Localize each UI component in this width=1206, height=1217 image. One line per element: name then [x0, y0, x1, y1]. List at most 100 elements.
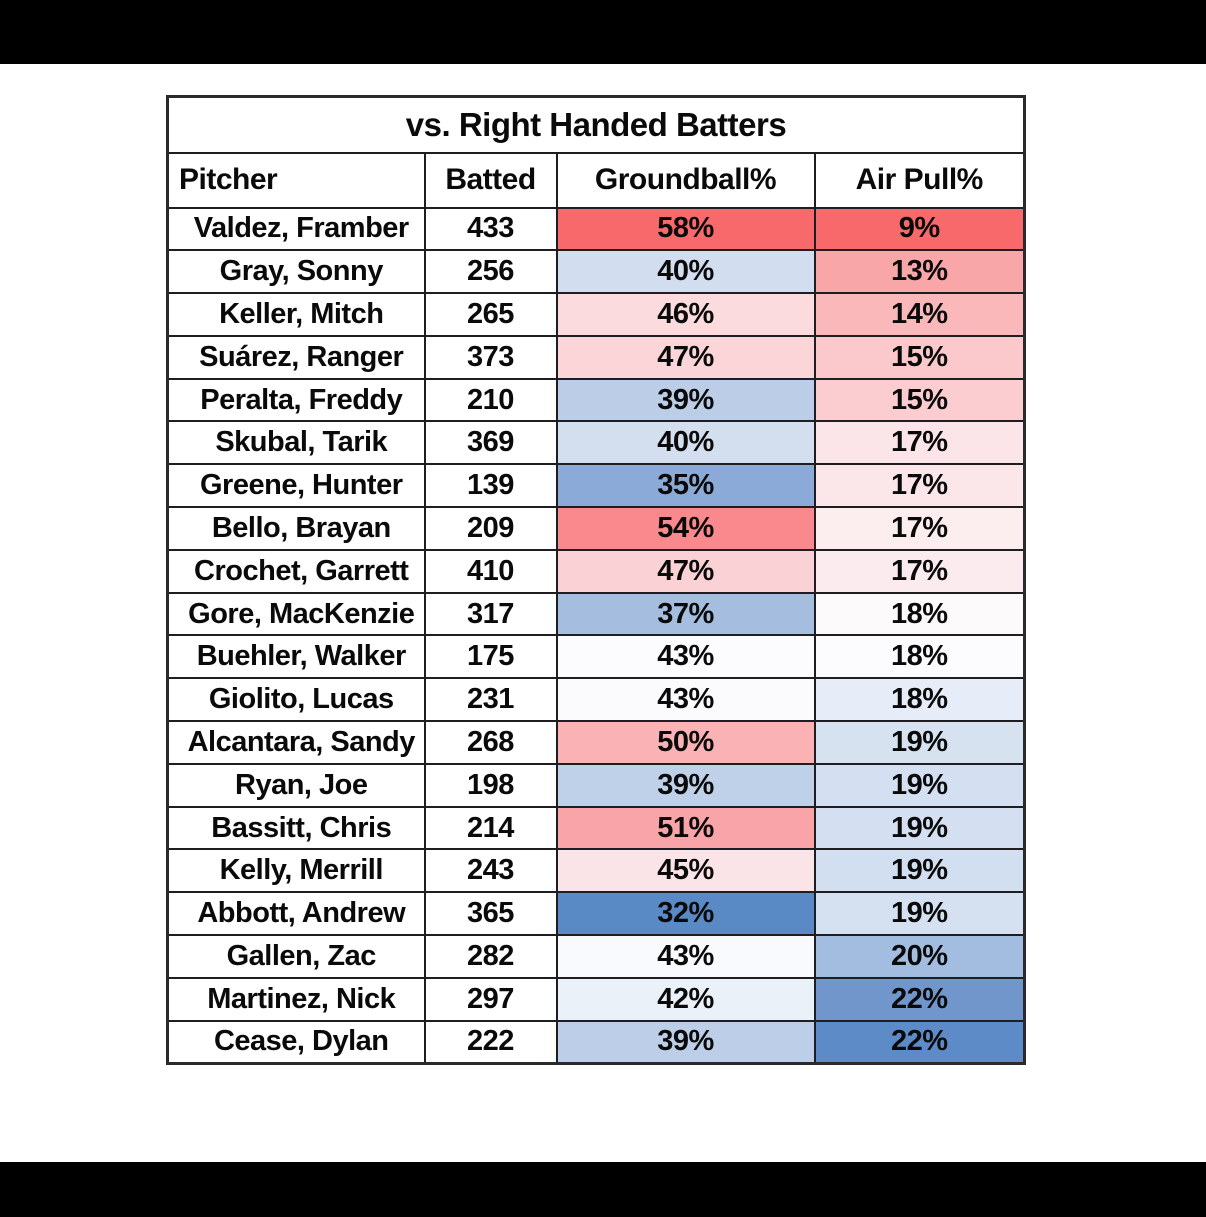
table-row: Gore, MacKenzie 317 37% 18% — [166, 591, 1026, 637]
batted-cell: 433 — [423, 206, 558, 252]
groundball-cell: 32% — [555, 891, 816, 937]
table-row: Cease, Dylan 222 39% 22% — [166, 1019, 1026, 1065]
pitcher-cell: Skubal, Tarik — [166, 420, 426, 466]
table-row: Giolito, Lucas 231 43% 18% — [166, 677, 1026, 723]
table-row: Skubal, Tarik 369 40% 17% — [166, 420, 1026, 466]
groundball-cell: 46% — [555, 292, 816, 337]
groundball-cell: 43% — [555, 934, 816, 979]
pitcher-cell: Bassitt, Chris — [166, 805, 426, 851]
pitcher-cell: Giolito, Lucas — [166, 677, 426, 723]
column-header-pitcher: Pitcher — [166, 151, 426, 209]
pitcher-cell: Alcantara, Sandy — [166, 720, 426, 765]
pitcher-cell: Valdez, Framber — [166, 206, 426, 252]
groundball-cell: 40% — [555, 249, 816, 295]
pitcher-cell: Bello, Brayan — [166, 506, 426, 551]
table-row: Bello, Brayan 209 54% 17% — [166, 506, 1026, 551]
groundball-cell: 39% — [555, 762, 816, 808]
batted-cell: 222 — [423, 1019, 558, 1065]
air-pull-cell: 22% — [813, 1019, 1026, 1065]
batted-cell: 231 — [423, 677, 558, 723]
batted-cell: 268 — [423, 720, 558, 765]
table-row: Suárez, Ranger 373 47% 15% — [166, 334, 1026, 380]
pitcher-cell: Martinez, Nick — [166, 976, 426, 1022]
air-pull-cell: 15% — [813, 377, 1026, 423]
batted-cell: 175 — [423, 634, 558, 680]
table-row: Ryan, Joe 198 39% 19% — [166, 762, 1026, 808]
pitcher-cell: Greene, Hunter — [166, 463, 426, 509]
table-row: Peralta, Freddy 210 39% 15% — [166, 377, 1026, 423]
batted-cell: 282 — [423, 934, 558, 979]
groundball-cell: 42% — [555, 976, 816, 1022]
column-header-row: Pitcher Batted Groundball% Air Pull% — [166, 151, 1026, 209]
table-row: Alcantara, Sandy 268 50% 19% — [166, 720, 1026, 765]
pitcher-cell: Cease, Dylan — [166, 1019, 426, 1065]
air-pull-cell: 13% — [813, 249, 1026, 295]
batted-cell: 410 — [423, 548, 558, 594]
column-header-groundball: Groundball% — [555, 151, 816, 209]
groundball-cell: 47% — [555, 334, 816, 380]
groundball-cell: 37% — [555, 591, 816, 637]
groundball-cell: 45% — [555, 848, 816, 894]
table-row: Greene, Hunter 139 35% 17% — [166, 463, 1026, 509]
groundball-cell: 47% — [555, 548, 816, 594]
groundball-cell: 35% — [555, 463, 816, 509]
air-pull-cell: 19% — [813, 891, 1026, 937]
table-row: Valdez, Framber 433 58% 9% — [166, 206, 1026, 252]
table-row: Buehler, Walker 175 43% 18% — [166, 634, 1026, 680]
air-pull-cell: 19% — [813, 805, 1026, 851]
groundball-cell: 39% — [555, 1019, 816, 1065]
table-row: Gallen, Zac 282 43% 20% — [166, 934, 1026, 979]
pitcher-cell: Gore, MacKenzie — [166, 591, 426, 637]
batted-cell: 210 — [423, 377, 558, 423]
table-row: Gray, Sonny 256 40% 13% — [166, 249, 1026, 295]
air-pull-cell: 18% — [813, 591, 1026, 637]
air-pull-cell: 19% — [813, 848, 1026, 894]
air-pull-cell: 19% — [813, 720, 1026, 765]
table-title-row: vs. Right Handed Batters — [166, 95, 1026, 154]
air-pull-cell: 17% — [813, 548, 1026, 594]
table-row: Kelly, Merrill 243 45% 19% — [166, 848, 1026, 894]
groundball-cell: 51% — [555, 805, 816, 851]
pitcher-cell: Buehler, Walker — [166, 634, 426, 680]
batted-cell: 369 — [423, 420, 558, 466]
batted-cell: 198 — [423, 762, 558, 808]
batted-cell: 317 — [423, 591, 558, 637]
pitcher-cell: Ryan, Joe — [166, 762, 426, 808]
air-pull-cell: 14% — [813, 292, 1026, 337]
air-pull-cell: 17% — [813, 463, 1026, 509]
table-body: Valdez, Framber 433 58% 9% Gray, Sonny 2… — [166, 206, 1026, 1065]
groundball-cell: 54% — [555, 506, 816, 551]
pitcher-cell: Suárez, Ranger — [166, 334, 426, 380]
batted-cell: 265 — [423, 292, 558, 337]
pitcher-stats-table: vs. Right Handed Batters Pitcher Batted … — [166, 95, 1026, 1065]
air-pull-cell: 17% — [813, 506, 1026, 551]
groundball-cell: 43% — [555, 634, 816, 680]
pitcher-cell: Keller, Mitch — [166, 292, 426, 337]
batted-cell: 373 — [423, 334, 558, 380]
air-pull-cell: 18% — [813, 634, 1026, 680]
batted-cell: 139 — [423, 463, 558, 509]
batted-cell: 243 — [423, 848, 558, 894]
groundball-cell: 40% — [555, 420, 816, 466]
air-pull-cell: 9% — [813, 206, 1026, 252]
air-pull-cell: 22% — [813, 976, 1026, 1022]
pitcher-cell: Gray, Sonny — [166, 249, 426, 295]
column-header-batted: Batted — [423, 151, 558, 209]
air-pull-cell: 20% — [813, 934, 1026, 979]
groundball-cell: 43% — [555, 677, 816, 723]
groundball-cell: 39% — [555, 377, 816, 423]
batted-cell: 209 — [423, 506, 558, 551]
groundball-cell: 58% — [555, 206, 816, 252]
pitcher-cell: Gallen, Zac — [166, 934, 426, 979]
table-row: Abbott, Andrew 365 32% 19% — [166, 891, 1026, 937]
air-pull-cell: 19% — [813, 762, 1026, 808]
pitcher-cell: Crochet, Garrett — [166, 548, 426, 594]
table-row: Bassitt, Chris 214 51% 19% — [166, 805, 1026, 851]
table-row: Crochet, Garrett 410 47% 17% — [166, 548, 1026, 594]
air-pull-cell: 15% — [813, 334, 1026, 380]
air-pull-cell: 18% — [813, 677, 1026, 723]
groundball-cell: 50% — [555, 720, 816, 765]
table-title: vs. Right Handed Batters — [166, 95, 1026, 154]
table-row: Keller, Mitch 265 46% 14% — [166, 292, 1026, 337]
